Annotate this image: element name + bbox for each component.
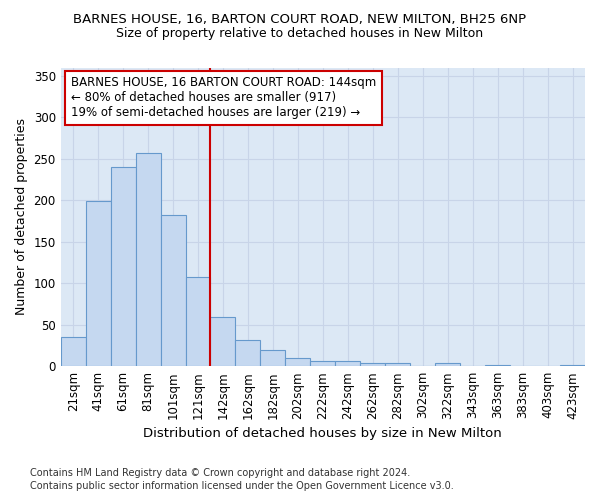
Bar (260, 350, 286, 366)
Bar (61, 337, 86, 366)
Bar (185, 278, 211, 366)
Bar (235, 340, 260, 366)
Bar (211, 317, 235, 366)
Bar (435, 363, 460, 366)
Text: Contains public sector information licensed under the Open Government Licence v3: Contains public sector information licen… (30, 481, 454, 491)
Bar (560, 364, 585, 366)
Bar (86, 201, 110, 366)
Text: Contains HM Land Registry data © Crown copyright and database right 2024.: Contains HM Land Registry data © Crown c… (30, 468, 410, 477)
Bar (485, 364, 510, 366)
Text: BARNES HOUSE, 16 BARTON COURT ROAD: 144sqm
← 80% of detached houses are smaller : BARNES HOUSE, 16 BARTON COURT ROAD: 144s… (71, 76, 376, 120)
Bar (310, 361, 335, 366)
Bar (110, 167, 136, 366)
X-axis label: Distribution of detached houses by size in New Milton: Distribution of detached houses by size … (143, 427, 502, 440)
Bar (136, 153, 161, 366)
Bar (335, 361, 360, 366)
Y-axis label: Number of detached properties: Number of detached properties (15, 118, 28, 316)
Bar (286, 358, 310, 366)
Bar (161, 215, 185, 366)
Bar (360, 363, 385, 366)
Text: BARNES HOUSE, 16, BARTON COURT ROAD, NEW MILTON, BH25 6NP: BARNES HOUSE, 16, BARTON COURT ROAD, NEW… (73, 12, 527, 26)
Bar (385, 363, 410, 366)
Text: Size of property relative to detached houses in New Milton: Size of property relative to detached ho… (116, 28, 484, 40)
